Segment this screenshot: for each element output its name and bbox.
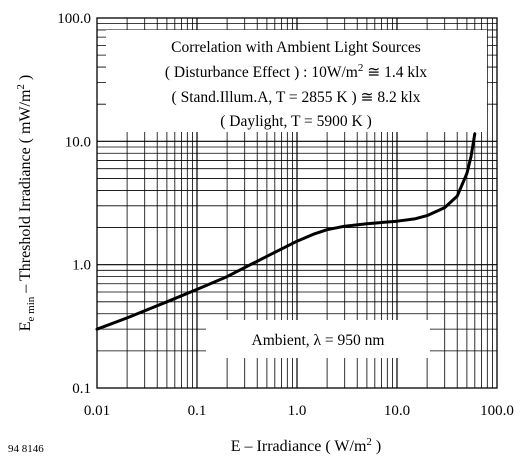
- ambient-label-box: [206, 320, 430, 358]
- x-tick-label: 100.0: [480, 403, 514, 419]
- annotation-line-2: ( Disturbance Effect ) : 10W/m2 ≅ 1.4 kl…: [165, 62, 428, 81]
- y-axis-title: Ee min – Threshold Irradiance ( mW/m2 ): [15, 75, 37, 332]
- plot-frame: [96, 17, 498, 389]
- annotation-box: [106, 30, 487, 132]
- ambient-label: Ambient, λ = 950 nm: [252, 332, 385, 349]
- y-tick-label: 0.1: [72, 381, 91, 397]
- y-tick-label: 100.0: [57, 11, 91, 27]
- annotation-line-4: ( Daylight, T = 5900 K ): [220, 113, 372, 130]
- x-axis-title: E – Irradiance ( W/m2 ): [231, 436, 381, 455]
- y-tick-labels: 0.1 1.0 10.0 100.0: [57, 11, 91, 397]
- annotation-line-1: Correlation with Ambient Light Sources: [171, 39, 421, 56]
- x-tick-labels: 0.01 0.1 1.0 10.0 100.0: [84, 403, 514, 419]
- x-tick-label: 10.0: [384, 403, 410, 419]
- y-tick-label: 10.0: [65, 134, 91, 150]
- x-tick-label: 1.0: [288, 403, 307, 419]
- figure-code: 94 8146: [8, 443, 44, 455]
- y-tick-label: 1.0: [72, 258, 91, 274]
- x-tick-label: 0.1: [188, 403, 207, 419]
- x-tick-label: 0.01: [84, 403, 110, 419]
- series-line: [95, 132, 477, 331]
- annotation-line-3: ( Stand.Illum.A, T = 2855 K ) ≅ 8.2 klx: [172, 89, 421, 106]
